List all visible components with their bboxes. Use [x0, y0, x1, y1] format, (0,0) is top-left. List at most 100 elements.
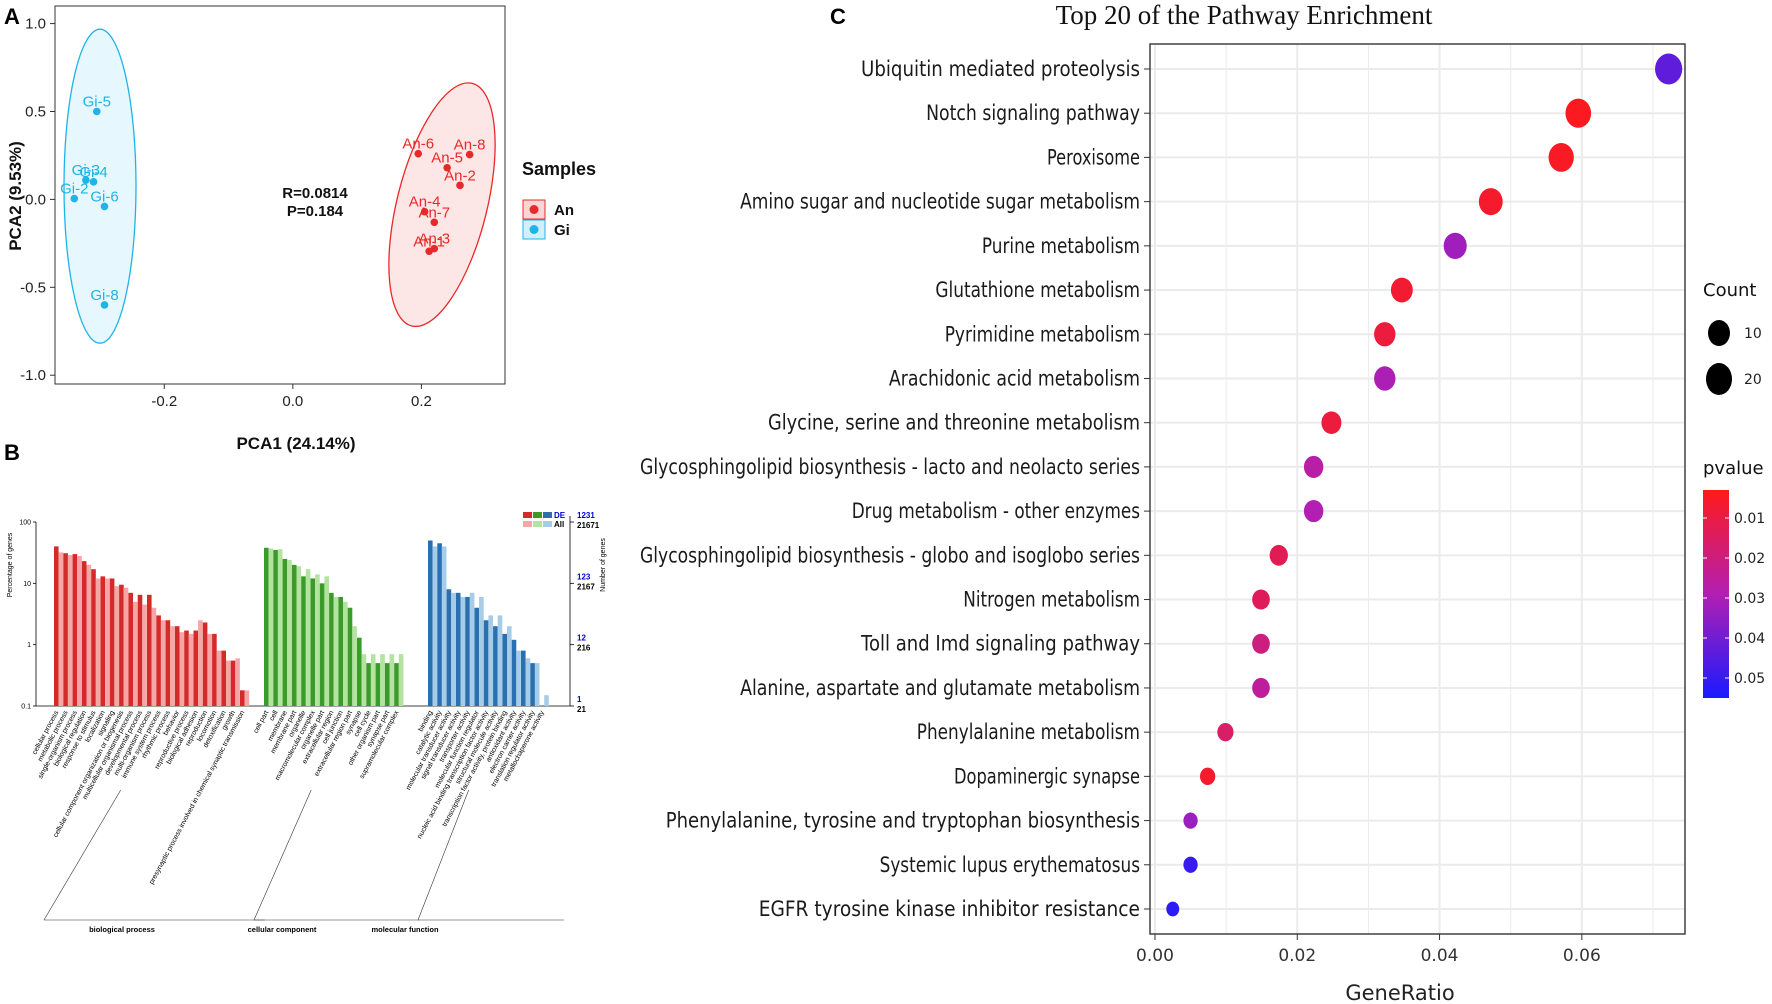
go-bar-de [511, 639, 517, 706]
panel-letter-a: A [4, 4, 20, 29]
go-bar-all [398, 654, 404, 706]
go-bar-de [329, 592, 334, 706]
go-bar-de [230, 660, 236, 706]
pca-y-tick-label: 0.0 [25, 191, 46, 208]
pca-point-gi-4 [89, 178, 98, 186]
go-group-label: biological process [89, 925, 155, 934]
go-bar-de [81, 561, 87, 706]
go-bar-de [264, 547, 269, 706]
pvalue-colorbar-label: 0.05 [1734, 671, 1765, 687]
go-bar-de [455, 592, 461, 706]
go-left-tick-label: 10 [23, 581, 31, 588]
pathway-x-tick-label: 0.06 [1563, 946, 1601, 966]
pathway-label: Phenylalanine, tyrosine and tryptophan b… [666, 809, 1140, 833]
count-legend-dot-20 [1706, 363, 1732, 395]
go-bar-all [389, 654, 395, 706]
go-bar-all [95, 578, 101, 706]
pca-legend-an-dot [529, 205, 539, 214]
go-bar-all [235, 658, 240, 706]
go-legend-de-green [533, 512, 542, 518]
pathway-label: Nitrogen metabolism [963, 588, 1140, 612]
go-bar-all [333, 596, 339, 706]
go-right-tick-all: 2167 [577, 582, 595, 591]
pvalue-colorbar-label: 0.02 [1734, 551, 1765, 567]
go-bar-all [287, 560, 292, 706]
go-bar-all [170, 626, 175, 706]
go-legend-de-blue [543, 512, 552, 518]
go-bar-all [516, 650, 521, 706]
go-term-label: cell [269, 709, 280, 722]
go-bar-de [502, 633, 507, 706]
pathway-point [1166, 901, 1180, 917]
go-bar-de [54, 546, 59, 706]
go-bar-de [165, 620, 171, 706]
go-bar-all [277, 549, 283, 706]
pca-point-gi-8 [100, 301, 109, 309]
go-right-tick-de: 12 [577, 634, 586, 643]
go-bars [54, 540, 549, 706]
go-bar-de [72, 554, 78, 706]
pca-point-label: Gi-3 [72, 162, 100, 179]
pathway-label: Pyrimidine metabolism [945, 322, 1140, 346]
go-bar-de [109, 578, 115, 706]
go-bar-all [86, 564, 92, 706]
go-bar-de [174, 626, 180, 706]
go-bar-all [324, 576, 329, 706]
pathway-label: Toll and Imd signaling pathway [860, 632, 1140, 656]
pathway-label: Glycosphingolipid biosynthesis - lacto a… [640, 455, 1140, 479]
go-group-bracket [43, 789, 121, 921]
pathway-point [1217, 722, 1234, 742]
pathway-label: Glycine, serine and threonine metabolism [768, 411, 1140, 435]
go-bar-all [207, 633, 212, 706]
go-bar-de [483, 620, 489, 706]
pca-point-label: An-2 [444, 167, 476, 184]
count-legend-dot-10 [1708, 320, 1730, 346]
go-legend-all-label: All [554, 520, 564, 529]
go-bar-all [441, 546, 447, 706]
go-bar-de [366, 663, 371, 706]
go-bar-de [493, 626, 498, 706]
pvalue-colorbar-label: 0.04 [1734, 631, 1765, 647]
go-bar-all [488, 615, 493, 706]
go-group-bracket [253, 789, 312, 921]
pca-point-gi-2 [70, 194, 79, 203]
go-bar-all [268, 548, 274, 706]
go-bar-all [534, 663, 540, 706]
pvalue-colorbar-label: 0.01 [1734, 511, 1765, 527]
go-bar-de [530, 663, 535, 706]
go-bar-all [370, 654, 376, 706]
pca-point-an-1 [425, 247, 433, 256]
pathway-point [1374, 322, 1396, 347]
go-legend-all-green [533, 521, 542, 527]
pathway-plot-title: Top 20 of the Pathway Enrichment [1056, 0, 1433, 30]
pathway-label: Drug metabolism - other enzymes [852, 499, 1140, 523]
pathway-points [1166, 53, 1683, 917]
pca-points: An-6 An-8An-5An-2An-4An-7 An-3An-1 Gi-5 Gi-3… [60, 93, 485, 309]
go-bar-all [460, 596, 466, 706]
go-bar-all [361, 654, 367, 706]
panel-letter-b: B [4, 440, 20, 465]
count-legend-label-20: 20 [1744, 372, 1762, 388]
go-group-bracket [417, 789, 469, 921]
pathway-label: Amino sugar and nucleotide sugar metabol… [740, 190, 1140, 214]
go-bar-all [244, 690, 250, 706]
go-bar-all [352, 626, 357, 706]
pvalue-legend-title: pvalue [1703, 458, 1764, 479]
pca-point-label: Gi-4 [79, 164, 107, 181]
count-legend-label-10: 10 [1744, 326, 1762, 342]
go-bar-de [357, 637, 362, 706]
go-bar-de [184, 630, 189, 706]
go-bar-de [437, 543, 442, 706]
pathway-x-tick-label: 0.00 [1136, 946, 1174, 966]
pca-y-tick-label: -0.5 [20, 279, 46, 296]
pathway-plot-frame [1149, 43, 1686, 935]
pca-point-label: Gi-6 [90, 188, 118, 205]
pca-annotation-r: R=0.0814 [282, 185, 348, 202]
pca-point-an-6 [414, 149, 423, 158]
go-right-tick-de: 123 [577, 572, 591, 581]
pathway-x-tick-label: 0.04 [1421, 946, 1459, 966]
go-bar-de [291, 564, 297, 706]
pathway-label: Glutathione metabolism [935, 278, 1140, 302]
go-bar-all [469, 592, 475, 706]
